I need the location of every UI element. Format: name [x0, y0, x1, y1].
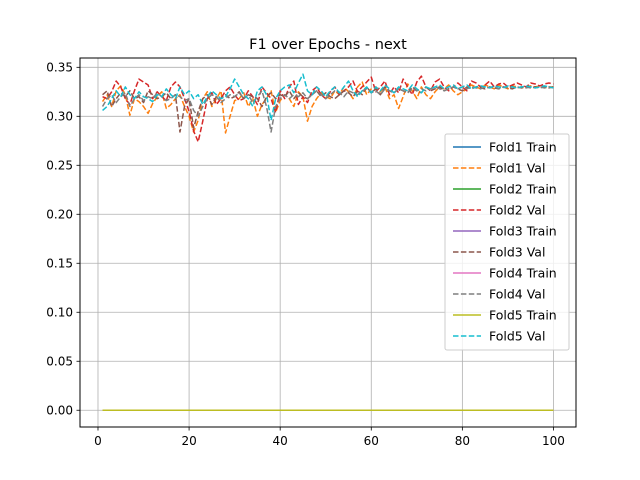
legend-label: Fold2 Train [489, 182, 557, 197]
series-line-fold4-val [101, 86, 554, 133]
x-tick-label: 80 [455, 434, 470, 448]
legend-label: Fold2 Val [489, 203, 545, 218]
y-tick-label: 0.20 [46, 208, 73, 222]
legend-label: Fold1 Val [489, 161, 545, 176]
y-tick-label: 0.10 [46, 306, 73, 320]
plot-area-frame [79, 57, 577, 428]
y-tick-label: 0.35 [46, 61, 73, 75]
x-tick-label: 0 [94, 434, 102, 448]
y-tick-label: 0.25 [46, 159, 73, 173]
y-tick-label: 0.00 [46, 404, 73, 418]
x-tick-label: 20 [181, 434, 196, 448]
y-tick-label: 0.30 [46, 110, 73, 124]
series-lines [101, 73, 554, 411]
x-tick-label: 60 [364, 434, 379, 448]
chart-title: F1 over Epochs - next [249, 37, 407, 53]
y-tick-label: 0.05 [46, 355, 73, 369]
legend-label: Fold4 Val [489, 287, 545, 302]
x-tick-label: 40 [273, 434, 288, 448]
legend: Fold1 Train Fold1 Val Fold2 Train Fold2 Val… [444, 133, 570, 351]
legend-label: Fold5 Val [489, 329, 545, 344]
axis-ticks: 0 20 40 60 80 100 0.00 0.05 0.10 0.15 0.20 0.25 0.30… [46, 61, 565, 448]
x-tick-label: 100 [542, 434, 565, 448]
legend-label: Fold3 Val [489, 245, 545, 260]
y-tick-label: 0.15 [46, 257, 73, 271]
legend-label: Fold1 Train [489, 140, 557, 155]
legend-label: Fold3 Train [489, 224, 557, 239]
legend-box [444, 133, 570, 351]
legend-label: Fold4 Train [489, 266, 557, 281]
legend-label: Fold5 Train [489, 308, 557, 323]
series-line-fold5-val [102, 73, 554, 121]
